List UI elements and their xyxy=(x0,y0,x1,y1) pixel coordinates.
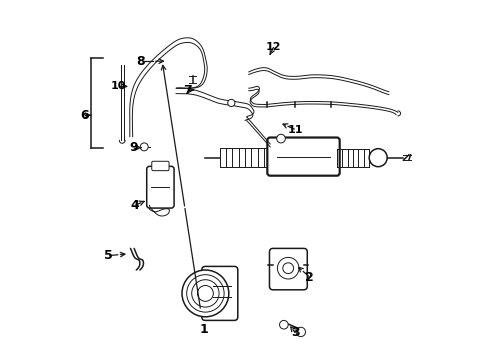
Text: 10: 10 xyxy=(111,81,126,91)
Circle shape xyxy=(182,270,229,317)
Text: 1: 1 xyxy=(199,323,208,336)
Circle shape xyxy=(277,134,285,143)
FancyBboxPatch shape xyxy=(270,248,307,290)
Text: 9: 9 xyxy=(129,141,138,154)
Text: 7: 7 xyxy=(183,84,192,96)
FancyBboxPatch shape xyxy=(147,166,174,208)
Text: 2: 2 xyxy=(305,271,314,284)
Circle shape xyxy=(228,99,235,107)
Circle shape xyxy=(140,143,148,151)
FancyBboxPatch shape xyxy=(268,138,340,176)
Text: 12: 12 xyxy=(266,42,282,52)
Circle shape xyxy=(280,320,288,329)
FancyBboxPatch shape xyxy=(202,266,238,320)
Circle shape xyxy=(187,275,224,312)
Circle shape xyxy=(369,149,387,167)
Text: 11: 11 xyxy=(288,125,303,135)
Text: 4: 4 xyxy=(131,199,140,212)
Text: 3: 3 xyxy=(291,327,300,339)
Circle shape xyxy=(277,257,299,279)
FancyBboxPatch shape xyxy=(152,161,169,171)
Circle shape xyxy=(192,280,219,307)
Circle shape xyxy=(296,327,305,337)
Text: 5: 5 xyxy=(104,249,113,262)
Circle shape xyxy=(197,285,213,301)
Text: 6: 6 xyxy=(80,109,89,122)
Circle shape xyxy=(283,263,294,274)
Text: 8: 8 xyxy=(136,55,145,68)
